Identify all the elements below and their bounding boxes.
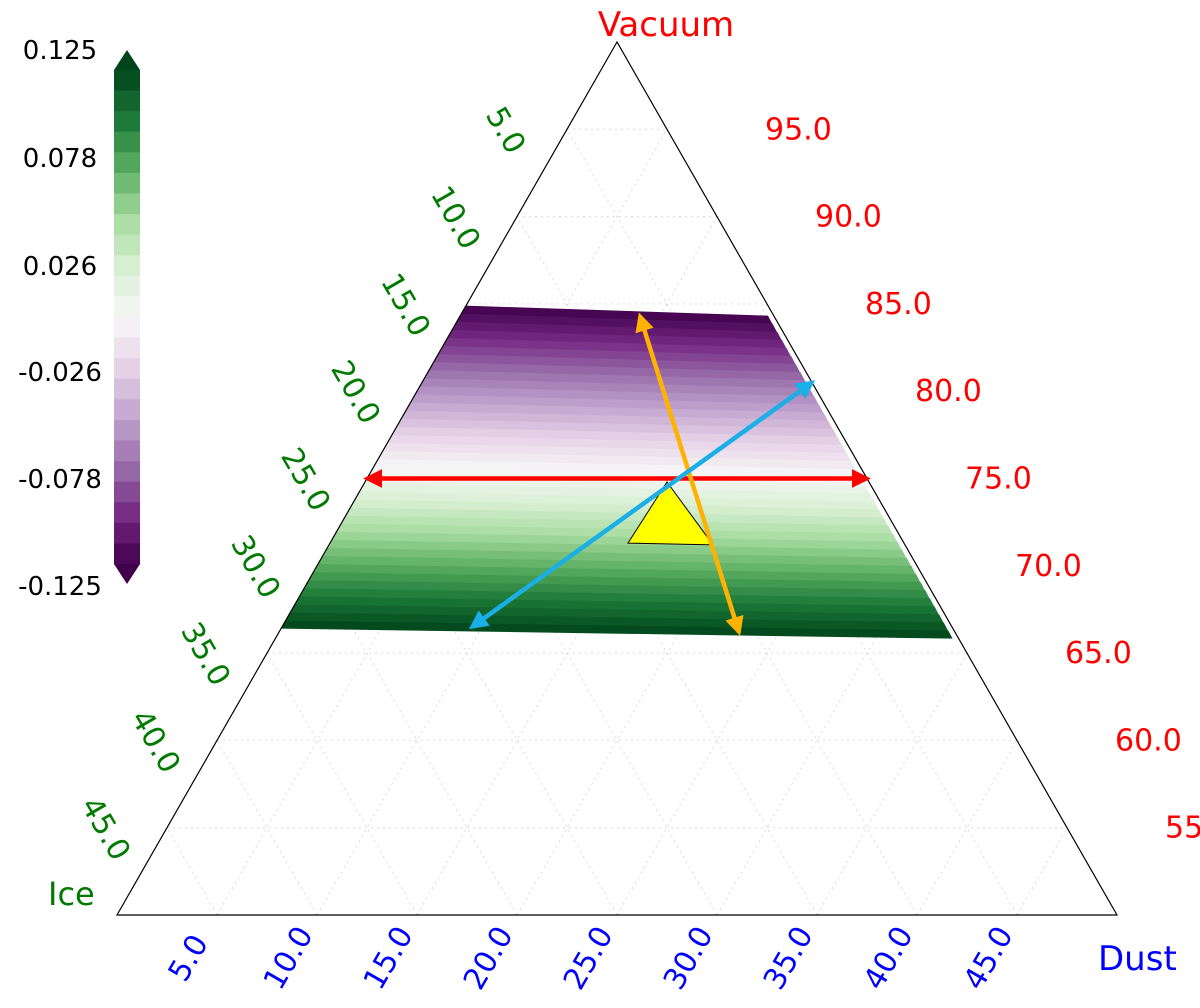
colorbar-level (114, 440, 140, 462)
dust-tick-label: 35.0 (757, 921, 821, 996)
colorbar-level (114, 481, 140, 503)
colorbar-level (114, 214, 140, 236)
dust-tick-label: 45.0 (957, 921, 1021, 996)
dust-tick-label: 5.0 (162, 929, 216, 988)
colorbar-level (114, 90, 140, 112)
grid-line (266, 652, 418, 916)
ice-tick-label: 35.0 (173, 617, 237, 692)
colorbar: 0.125 0.078 0.026 -0.026 -0.078 -0.125 (18, 36, 140, 602)
colorbar-level (114, 522, 140, 545)
grid-line (516, 390, 818, 916)
colorbar-tick-label: 0.125 (23, 36, 97, 66)
grid-line (716, 565, 918, 916)
dust-tick-label: 15.0 (357, 921, 421, 996)
colorbar-level (114, 70, 140, 92)
vacuum-tick-label: 85.0 (865, 287, 932, 322)
vacuum-tick-label: 95.0 (765, 112, 832, 147)
colorbar-level (114, 399, 140, 421)
colorbar-tick-label: -0.078 (18, 465, 102, 495)
dust-tick-label: 30.0 (657, 921, 721, 996)
colorbar-level (114, 255, 140, 277)
colorbar-level (114, 296, 140, 318)
ice-tick-label: 10.0 (423, 180, 487, 255)
colorbar-level (114, 234, 140, 256)
dust-tick-label: 10.0 (257, 921, 321, 996)
colorbar-tick-label: 0.026 (23, 252, 97, 282)
grid-line (416, 390, 718, 916)
vacuum-tick-label: 65.0 (1065, 636, 1132, 671)
grid-line (166, 827, 218, 916)
ice-tick-label: 45.0 (73, 791, 137, 866)
colorbar-tick-label: -0.026 (18, 358, 102, 388)
corner-label-dust: Dust (1098, 939, 1177, 979)
vacuum-tick-label: 75.0 (965, 462, 1032, 497)
ice-tick-label: 40.0 (123, 704, 187, 779)
dust-tick-label: 25.0 (557, 921, 621, 996)
colorbar-tick-label: -0.125 (18, 572, 102, 602)
colorbar-level (114, 131, 140, 153)
colorbar-extend-min (114, 564, 140, 584)
colorbar-level (114, 337, 140, 359)
contour-band (281, 620, 953, 639)
dust-tick-label: 40.0 (857, 921, 921, 996)
colorbar-level (114, 543, 140, 565)
corner-label-ice: Ice (48, 875, 95, 913)
vacuum-tick-label: 60.0 (1115, 723, 1182, 758)
annotation-arrow (468, 380, 816, 630)
ice-tick-label: 5.0 (478, 101, 532, 160)
filled-contour (281, 305, 953, 639)
grid-line (1016, 827, 1068, 916)
vacuum-tick-label: 70.0 (1015, 549, 1082, 584)
colorbar-level (114, 193, 140, 215)
vacuum-tick-label: 80.0 (915, 374, 982, 409)
colorbar-tick-label: 0.078 (23, 144, 97, 174)
colorbar-level (114, 419, 140, 442)
grid-line (566, 129, 1018, 916)
ice-tick-label: 15.0 (373, 267, 437, 342)
vacuum-tick-label: 55.0 (1165, 811, 1200, 846)
colorbar-level (114, 275, 140, 298)
annotation-layer (363, 312, 871, 636)
colorbar-extend-max (114, 50, 140, 70)
vacuum-tick-label: 90.0 (815, 200, 882, 235)
colorbar-level (114, 172, 140, 195)
colorbar-level (114, 111, 140, 133)
ice-tick-label: 30.0 (223, 529, 287, 604)
colorbar-level (114, 378, 140, 400)
colorbar-level (114, 317, 140, 339)
colorbar-level (114, 152, 140, 174)
corner-label-vacuum: Vacuum (598, 5, 734, 45)
dust-tick-label: 20.0 (457, 921, 521, 996)
colorbar-level (114, 502, 140, 524)
ice-tick-label: 25.0 (273, 442, 337, 517)
grid-line (316, 565, 518, 916)
colorbar-level (114, 461, 140, 483)
colorbar-level (114, 358, 140, 380)
grid-line (216, 129, 668, 916)
ice-tick-label: 20.0 (323, 355, 387, 430)
grid-line (816, 652, 968, 916)
